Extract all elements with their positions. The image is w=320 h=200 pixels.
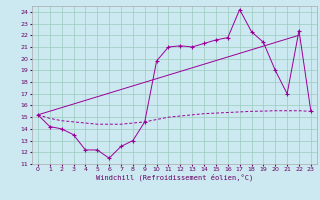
X-axis label: Windchill (Refroidissement éolien,°C): Windchill (Refroidissement éolien,°C) — [96, 174, 253, 181]
